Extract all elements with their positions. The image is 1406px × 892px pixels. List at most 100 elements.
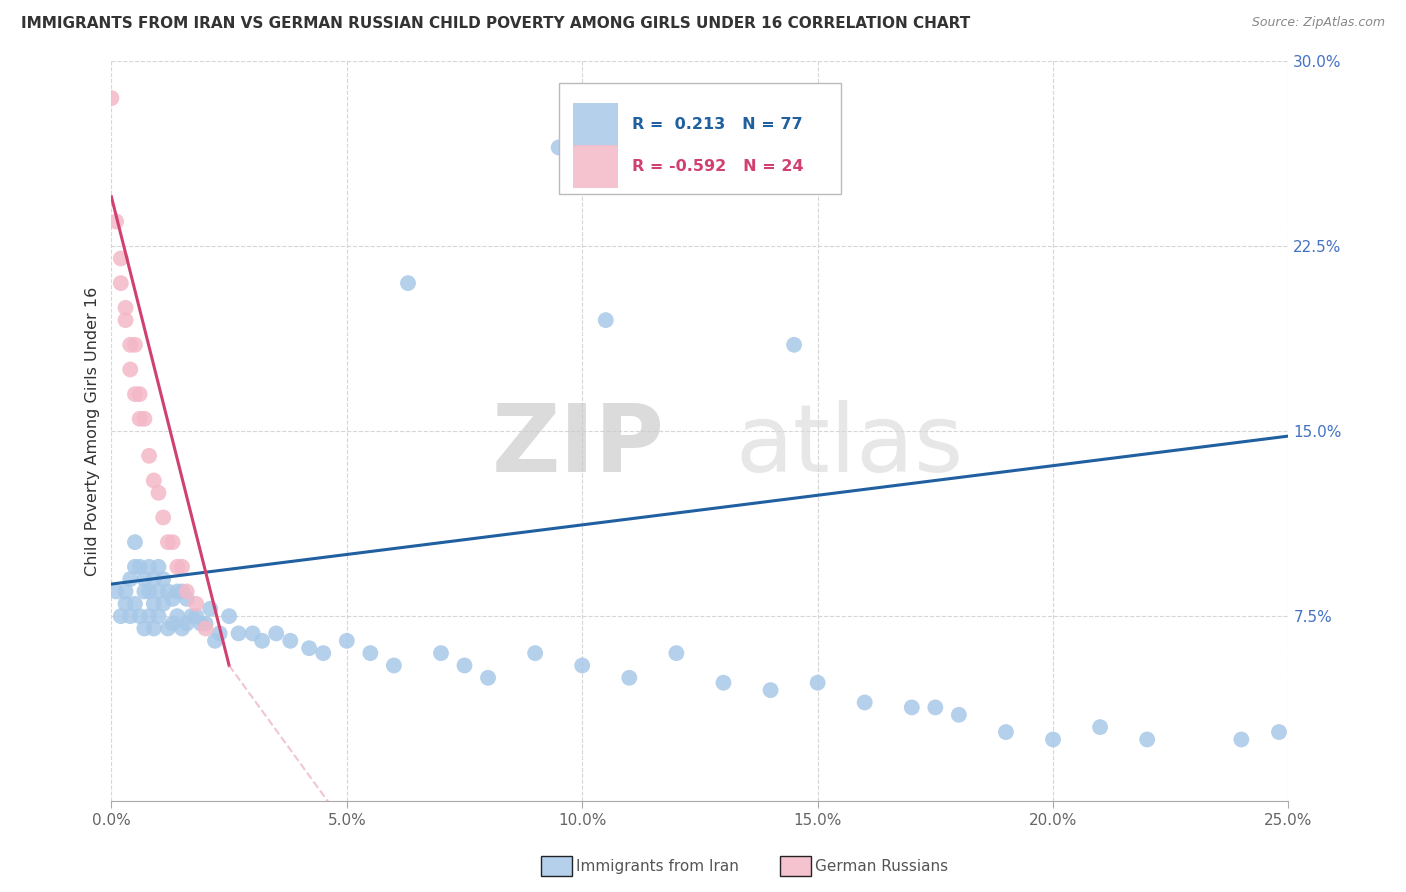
Point — [170, 584, 193, 599]
Point — [924, 700, 946, 714]
Point — [128, 387, 150, 401]
Point — [994, 725, 1017, 739]
Point — [194, 616, 217, 631]
Point — [128, 609, 150, 624]
Y-axis label: Child Poverty Among Girls Under 16: Child Poverty Among Girls Under 16 — [86, 286, 100, 575]
Point — [853, 696, 876, 710]
Point — [1042, 732, 1064, 747]
Point — [134, 622, 156, 636]
Point — [190, 616, 212, 631]
Point — [114, 313, 136, 327]
Point — [124, 387, 146, 401]
Point — [176, 591, 198, 606]
Point — [138, 559, 160, 574]
Point — [382, 658, 405, 673]
Point — [138, 584, 160, 599]
Text: German Russians: German Russians — [815, 859, 949, 873]
Point — [759, 683, 782, 698]
Point — [156, 622, 179, 636]
Point — [228, 626, 250, 640]
Point — [176, 616, 198, 631]
Point — [453, 658, 475, 673]
Point — [1136, 732, 1159, 747]
Point — [571, 658, 593, 673]
Point — [152, 510, 174, 524]
Point — [124, 338, 146, 352]
Point — [477, 671, 499, 685]
Point — [162, 535, 184, 549]
Point — [156, 535, 179, 549]
Point — [242, 626, 264, 640]
Point — [142, 622, 165, 636]
Point — [105, 584, 128, 599]
Point — [120, 362, 142, 376]
Point — [665, 646, 688, 660]
Point — [138, 609, 160, 624]
Point — [138, 449, 160, 463]
Point — [298, 641, 321, 656]
Point — [312, 646, 335, 660]
Point — [619, 671, 641, 685]
Point — [110, 609, 132, 624]
Point — [162, 591, 184, 606]
Point — [713, 675, 735, 690]
Point — [200, 601, 222, 615]
Point — [120, 609, 142, 624]
Point — [186, 609, 208, 624]
Point — [336, 633, 359, 648]
Point — [134, 412, 156, 426]
Point — [100, 91, 122, 105]
Point — [162, 616, 184, 631]
Point — [170, 622, 193, 636]
Point — [278, 633, 301, 648]
Point — [204, 633, 226, 648]
Point — [900, 700, 922, 714]
Point — [124, 559, 146, 574]
Point — [359, 646, 381, 660]
Point — [194, 622, 217, 636]
Point — [250, 633, 273, 648]
Point — [148, 584, 170, 599]
Point — [783, 338, 806, 352]
Point — [110, 252, 132, 266]
Point — [170, 559, 193, 574]
Point — [120, 572, 142, 586]
Point — [148, 485, 170, 500]
Point — [124, 535, 146, 549]
Point — [134, 572, 156, 586]
Point — [114, 584, 136, 599]
Point — [110, 276, 132, 290]
Text: IMMIGRANTS FROM IRAN VS GERMAN RUSSIAN CHILD POVERTY AMONG GIRLS UNDER 16 CORREL: IMMIGRANTS FROM IRAN VS GERMAN RUSSIAN C… — [21, 16, 970, 31]
Bar — [572, 145, 617, 188]
Point — [807, 675, 830, 690]
Point — [114, 597, 136, 611]
Point — [430, 646, 453, 660]
Point — [114, 301, 136, 315]
Point — [156, 584, 179, 599]
Point — [166, 584, 188, 599]
Text: Immigrants from Iran: Immigrants from Iran — [576, 859, 740, 873]
Point — [166, 609, 188, 624]
Point — [134, 584, 156, 599]
Point — [148, 609, 170, 624]
Point — [128, 412, 150, 426]
Point — [186, 597, 208, 611]
Point — [105, 214, 128, 228]
Text: R =  0.213   N = 77: R = 0.213 N = 77 — [631, 117, 803, 132]
Point — [152, 572, 174, 586]
Point — [142, 474, 165, 488]
Point — [128, 559, 150, 574]
Point — [124, 597, 146, 611]
Point — [948, 707, 970, 722]
Point — [396, 276, 419, 290]
Point — [1268, 725, 1291, 739]
Point — [1230, 732, 1253, 747]
Point — [142, 597, 165, 611]
FancyBboxPatch shape — [558, 83, 841, 194]
Point — [218, 609, 240, 624]
Point — [595, 313, 617, 327]
Point — [142, 572, 165, 586]
Bar — [572, 103, 617, 146]
Point — [208, 626, 231, 640]
Point — [176, 584, 198, 599]
